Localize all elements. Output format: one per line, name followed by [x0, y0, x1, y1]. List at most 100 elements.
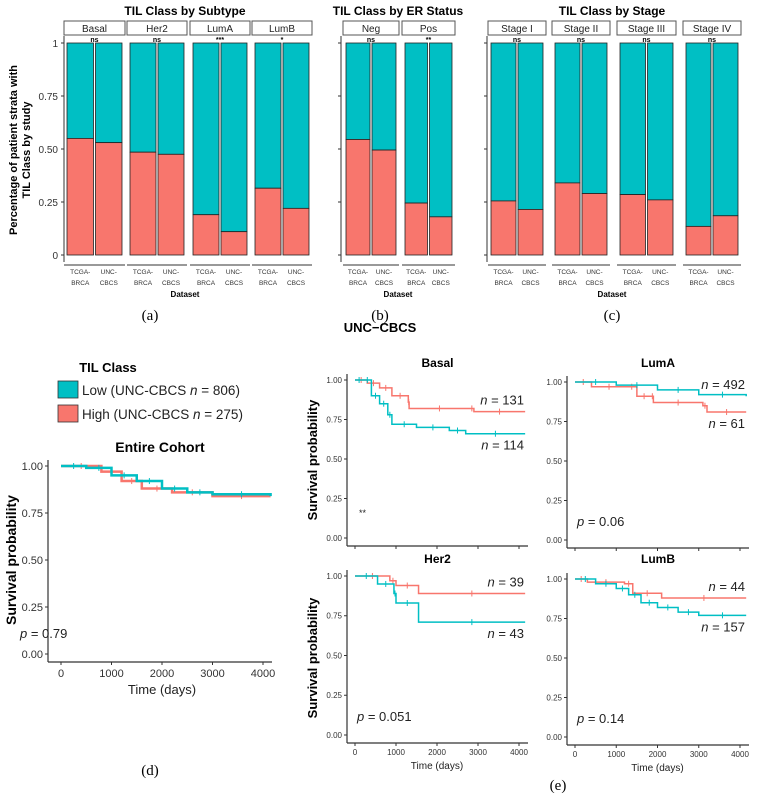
y-tick-label: 0.50: [326, 651, 342, 660]
chart-title: TIL Class by Subtype: [124, 4, 245, 18]
y-axis-label: Survival probability: [305, 399, 320, 520]
survival-curve-low: [355, 379, 526, 435]
facet-label: Stage III: [628, 24, 665, 35]
italic-symbol: p: [356, 709, 364, 724]
bar-high: [554, 182, 581, 256]
x-tick-label: UNC-: [433, 269, 449, 276]
italic-symbol: n: [481, 438, 488, 453]
facet-label: Stage IV: [693, 24, 732, 35]
x-tick-label: BRCA: [197, 280, 216, 287]
x-tick-label: 4000: [251, 668, 275, 680]
significance-label: ns: [577, 37, 585, 44]
x-tick-label: 3000: [469, 748, 487, 757]
y-tick-label: 1.00: [326, 376, 342, 385]
bar-panel-a: TIL Class by Subtype 0 0.25 0.50 0.75 1 Basal n…: [39, 4, 313, 324]
facet-strip: [487, 20, 547, 36]
x-tick-label: CBCS: [651, 280, 670, 287]
x-axis-label: Dataset: [171, 290, 200, 299]
x-axis-label: Time (days): [411, 761, 463, 772]
caption: (d): [141, 763, 159, 779]
legend-swatch: [57, 380, 79, 399]
y-tick-label: 0.75: [546, 417, 562, 426]
italic-symbol: n: [480, 393, 487, 408]
y-tick-label: 0.00: [326, 731, 342, 740]
significance-label: ns: [153, 37, 161, 44]
bar-low: [220, 42, 248, 233]
y-tick-label: 0.50: [546, 457, 562, 466]
bar-high: [371, 149, 397, 256]
y-axis-label-line: TIL Class by study: [21, 101, 33, 199]
facet-strip: [616, 20, 677, 36]
italic-symbol: p: [19, 626, 27, 641]
bar-panel-b: TIL Class by ER Status Neg ns TCGA- BRCA UNC-…: [333, 4, 464, 324]
chart-title: Basal: [421, 356, 453, 370]
significance-label: *: [281, 37, 284, 44]
bar-high: [429, 216, 453, 256]
value: = 44: [716, 579, 745, 594]
bar-low: [429, 42, 453, 218]
x-tick-label: BRCA: [624, 280, 643, 287]
bar-low: [581, 42, 608, 194]
x-tick-label: CBCS: [287, 280, 306, 287]
bar-low: [192, 42, 220, 216]
x-tick-label: BRCA: [407, 280, 426, 287]
facet-strip: [63, 20, 126, 36]
y-tick-label: 0.50: [39, 145, 59, 156]
facet-label: Stage II: [564, 24, 598, 35]
value: = 39: [495, 574, 524, 589]
bar-low: [345, 42, 371, 140]
bar-high: [404, 202, 428, 256]
x-tick-label: TCGA-: [196, 269, 216, 276]
x-tick-label: TCGA-: [406, 269, 426, 276]
n-label: n = 39: [487, 574, 524, 589]
significance-label: ns: [642, 37, 650, 44]
n-label: n = 492: [701, 377, 745, 392]
bar-low: [404, 42, 428, 204]
x-tick-label: BRCA: [259, 280, 278, 287]
bar-low: [647, 42, 674, 201]
significance-label: ns: [513, 37, 521, 44]
bar-high: [66, 137, 94, 256]
x-tick-label: UNC-: [376, 269, 392, 276]
bar-high: [192, 214, 220, 256]
y-tick-label: 0.00: [326, 534, 342, 543]
x-tick-label: UNC-: [586, 269, 602, 276]
italic-symbol: n: [487, 574, 494, 589]
n-label: n = 61: [708, 416, 745, 431]
x-tick-label: CBCS: [716, 280, 735, 287]
y-axis-label-line: Percentage of patient strata with: [8, 65, 20, 235]
legend-label: Low (UNC-CBCS n = 806): [82, 383, 240, 398]
x-tick-label: 2000: [428, 748, 446, 757]
y-tick-label: 0.50: [326, 455, 342, 464]
x-tick-label: 3000: [690, 750, 708, 759]
y-tick-label: 0.00: [546, 536, 562, 545]
significance-label: ***: [216, 37, 224, 44]
y-tick-label: 1.00: [326, 572, 342, 581]
value: = 0.051: [364, 709, 411, 724]
km-panel-her2: Her2 0.00 0.25 0.50 0.75 1.00 0 1000 2000 3000 400…: [326, 552, 528, 772]
legend-title: TIL Class: [79, 360, 137, 375]
bar-high: [129, 151, 157, 256]
chart-title: TIL Class by Stage: [559, 4, 666, 18]
value: = 0.14: [584, 711, 624, 726]
x-axis-label: Time (days): [128, 682, 196, 697]
x-tick-label: 2000: [150, 668, 174, 680]
bar-high: [647, 199, 674, 256]
value: = 114: [488, 438, 524, 453]
chart-title: TIL Class by ER Status: [333, 4, 464, 18]
y-tick-label: 0.25: [326, 691, 342, 700]
bar-low: [95, 42, 123, 144]
x-tick-label: 1000: [99, 668, 123, 680]
value: = 61: [716, 416, 745, 431]
facet-strip: [682, 20, 742, 36]
bar-high: [254, 187, 282, 256]
x-tick-label: UNC-: [163, 269, 179, 276]
italic-symbol: p: [576, 711, 584, 726]
italic-symbol: n: [708, 416, 715, 431]
significance-label: **: [359, 508, 367, 518]
legend-item: High (UNC-CBCS n = 275): [57, 404, 243, 423]
legend-text: = 275): [201, 407, 243, 422]
bar-low: [554, 42, 581, 184]
y-tick-label: 1.00: [546, 378, 562, 387]
